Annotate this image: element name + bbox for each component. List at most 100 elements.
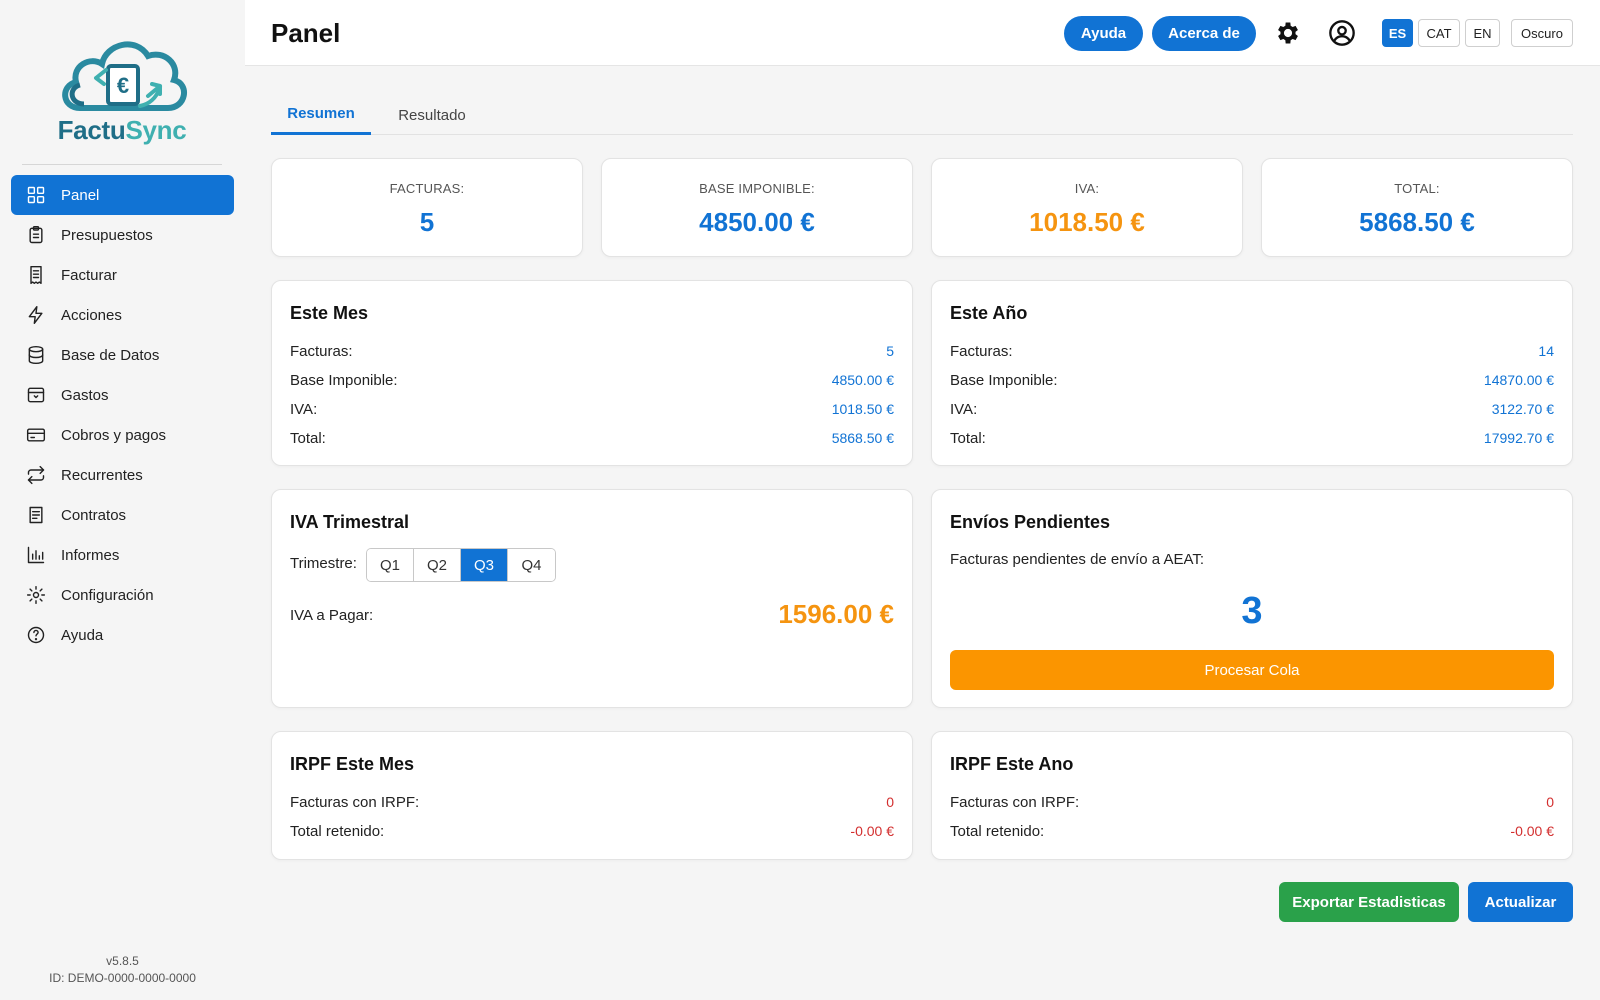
- row-value: 3122.70 €: [1491, 401, 1554, 417]
- settings-gear-icon[interactable]: [1272, 17, 1304, 49]
- row-label: Facturas con IRPF:: [950, 793, 1080, 811]
- card-title: Este Año: [950, 303, 1028, 323]
- sidebar-item-informes[interactable]: Informes: [11, 535, 234, 575]
- dashboard-tabs: Resumen Resultado: [271, 95, 1573, 135]
- quarter-q3-button[interactable]: Q3: [461, 549, 508, 581]
- tab-resultado[interactable]: Resultado: [398, 106, 466, 124]
- this-year-card: Este Año Facturas: 14 Base Imponible: 1487…: [931, 280, 1573, 466]
- help-circle-icon: [25, 624, 47, 646]
- brand-name: FactuSync: [57, 115, 187, 145]
- iva-pay-label: IVA a Pagar:: [290, 607, 374, 624]
- theme-dark-toggle[interactable]: Oscuro: [1511, 19, 1573, 47]
- svg-text:€: €: [117, 73, 129, 98]
- row-value: 14870.00 €: [1483, 372, 1554, 388]
- quarterly-iva-card: IVA Trimestral Trimestre: Q1 Q2 Q3 Q4 IV…: [271, 489, 913, 708]
- row-value: 0: [886, 794, 894, 810]
- bar-chart-icon: [25, 544, 47, 566]
- sidebar-item-ayuda[interactable]: Ayuda: [11, 615, 234, 655]
- database-icon: [25, 344, 47, 366]
- contract-icon: [25, 504, 47, 526]
- sidebar-item-label: Base de Datos: [61, 346, 160, 364]
- card-title: Envíos Pendientes: [950, 512, 1111, 532]
- language-es-button[interactable]: ES: [1382, 19, 1413, 47]
- this-month-card: Este Mes Facturas: 5 Base Imponible: 4850.…: [271, 280, 913, 466]
- process-queue-button[interactable]: Procesar Cola: [950, 650, 1554, 690]
- sidebar-item-label: Configuración: [61, 586, 154, 604]
- receipt-icon: [25, 264, 47, 286]
- row-label: Base Imponible:: [290, 371, 398, 389]
- row-label: Total retenido:: [290, 822, 385, 840]
- stat-label: BASE IMPONIBLE:: [699, 181, 815, 196]
- refresh-button[interactable]: Actualizar: [1468, 882, 1573, 922]
- row-label: Facturas:: [950, 342, 1013, 360]
- row-value: -0.00 €: [1510, 823, 1554, 839]
- irpf-year-card: IRPF Este Ano Facturas con IRPF: 0 Total …: [931, 731, 1573, 860]
- sidebar-item-label: Cobros y pagos: [61, 426, 167, 444]
- pending-description: Facturas pendientes de envío a AEAT:: [950, 551, 1205, 568]
- export-stats-button[interactable]: Exportar Estadisticas: [1279, 882, 1459, 922]
- quarter-q1-button[interactable]: Q1: [367, 549, 414, 581]
- row-label: Facturas:: [290, 342, 353, 360]
- sidebar-item-gastos[interactable]: Gastos: [11, 375, 234, 415]
- row-value: 0: [1546, 794, 1554, 810]
- version-info: v5.8.5 ID: DEMO-0000-0000-0000: [0, 953, 245, 987]
- sidebar-item-label: Ayuda: [61, 626, 104, 644]
- sidebar-item-facturar[interactable]: Facturar: [11, 255, 234, 295]
- row-value: 4850.00 €: [831, 372, 894, 388]
- tab-resumen[interactable]: Resumen: [271, 95, 371, 135]
- row-value: 5: [886, 343, 894, 359]
- pending-count: 3: [1241, 590, 1263, 632]
- sidebar-item-acciones[interactable]: Acciones: [11, 295, 234, 335]
- stat-card-total: TOTAL: 5868.50 €: [1261, 158, 1573, 257]
- row-value: 17992.70 €: [1483, 430, 1554, 446]
- sidebar-item-presupuestos[interactable]: Presupuestos: [11, 215, 234, 255]
- about-button[interactable]: Acerca de: [1152, 16, 1256, 51]
- sidebar-item-configuracion[interactable]: Configuración: [11, 575, 234, 615]
- year-row-total: Total: 17992.70 €: [950, 427, 1554, 449]
- sidebar-item-label: Contratos: [61, 506, 127, 524]
- year-row-invoices: Facturas: 14: [950, 340, 1554, 362]
- grid-icon: [25, 184, 47, 206]
- clipboard-icon: [25, 224, 47, 246]
- sidebar-item-cobros-y-pagos[interactable]: Cobros y pagos: [11, 415, 234, 455]
- sidebar-item-label: Panel: [61, 186, 100, 204]
- card-title: Este Mes: [290, 303, 369, 323]
- gear-icon: [25, 584, 47, 606]
- irpf-month-row-retained: Total retenido: -0.00 €: [290, 820, 894, 842]
- sidebar-item-recurrentes[interactable]: Recurrentes: [11, 455, 234, 495]
- version-number: v5.8.5: [106, 954, 139, 968]
- sidebar-item-contratos[interactable]: Contratos: [11, 495, 234, 535]
- quarter-label: Trimestre:: [290, 555, 357, 572]
- stat-value: 4850.00 €: [699, 207, 815, 237]
- irpf-year-row-retained: Total retenido: -0.00 €: [950, 820, 1554, 842]
- stat-value: 5: [419, 207, 435, 237]
- quarter-q2-button[interactable]: Q2: [414, 549, 461, 581]
- irpf-month-row-invoices: Facturas con IRPF: 0: [290, 791, 894, 813]
- year-row-base: Base Imponible: 14870.00 €: [950, 369, 1554, 391]
- help-button[interactable]: Ayuda: [1064, 16, 1143, 51]
- card-title: IVA Trimestral: [290, 512, 410, 532]
- irpf-month-card: IRPF Este Mes Facturas con IRPF: 0 Total …: [271, 731, 913, 860]
- row-value: 5868.50 €: [831, 430, 894, 446]
- sidebar-item-panel[interactable]: Panel: [11, 175, 234, 215]
- row-label: Total:: [290, 429, 326, 447]
- stat-label: IVA:: [1074, 181, 1100, 196]
- row-label: Total:: [950, 429, 986, 447]
- row-label: Total retenido:: [950, 822, 1045, 840]
- quarter-q4-button[interactable]: Q4: [508, 549, 555, 581]
- page-title: Panel: [271, 18, 341, 48]
- row-value: -0.00 €: [850, 823, 894, 839]
- user-account-icon[interactable]: [1326, 17, 1358, 49]
- row-label: IVA:: [290, 400, 318, 418]
- sidebar-item-label: Recurrentes: [61, 466, 143, 484]
- pending-submissions-card: Envíos Pendientes Facturas pendientes de…: [931, 489, 1573, 708]
- sidebar: € FactuSync Panel Presupuestos Facturar …: [0, 0, 245, 1000]
- factusync-logo: € FactuSync: [52, 30, 192, 150]
- irpf-year-row-invoices: Facturas con IRPF: 0: [950, 791, 1554, 813]
- repeat-icon: [25, 464, 47, 486]
- language-en-button[interactable]: EN: [1465, 19, 1500, 47]
- inbox-icon: [25, 384, 47, 406]
- stat-card-iva: IVA: 1018.50 €: [931, 158, 1243, 257]
- sidebar-item-base-de-datos[interactable]: Base de Datos: [11, 335, 234, 375]
- language-cat-button[interactable]: CAT: [1418, 19, 1460, 47]
